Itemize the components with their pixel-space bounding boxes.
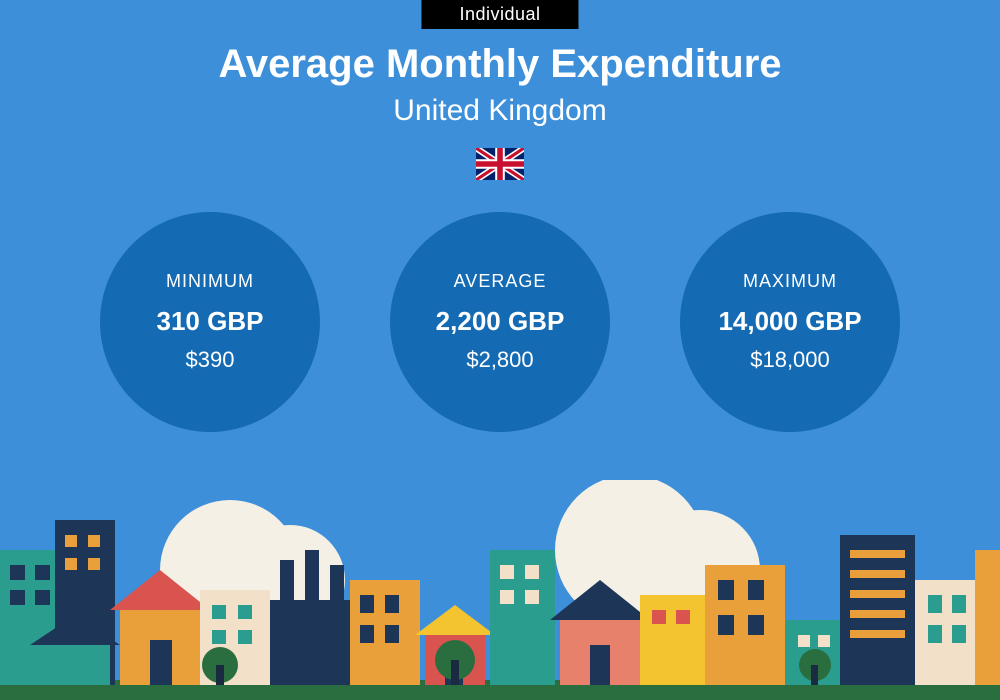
stat-secondary-value: $390: [186, 347, 235, 373]
infographic-canvas: Individual Average Monthly Expenditure U…: [0, 0, 1000, 700]
stat-label: MAXIMUM: [743, 271, 837, 292]
category-badge: Individual: [421, 0, 578, 29]
main-title: Average Monthly Expenditure: [0, 42, 1000, 87]
skyline-illustration: [0, 480, 1000, 700]
stats-row: MINIMUM 310 GBP $390 AVERAGE 2,200 GBP $…: [0, 212, 1000, 432]
stat-primary-value: 310 GBP: [157, 306, 264, 337]
stat-primary-value: 2,200 GBP: [436, 306, 565, 337]
stat-label: AVERAGE: [454, 271, 547, 292]
stat-circle-average: AVERAGE 2,200 GBP $2,800: [390, 212, 610, 432]
stat-primary-value: 14,000 GBP: [718, 306, 861, 337]
stat-circle-maximum: MAXIMUM 14,000 GBP $18,000: [680, 212, 900, 432]
stat-secondary-value: $18,000: [750, 347, 830, 373]
country-subtitle: United Kingdom: [0, 94, 1000, 128]
uk-flag-icon: [476, 148, 524, 180]
stat-circle-minimum: MINIMUM 310 GBP $390: [100, 212, 320, 432]
stat-label: MINIMUM: [166, 271, 254, 292]
stat-secondary-value: $2,800: [466, 347, 533, 373]
